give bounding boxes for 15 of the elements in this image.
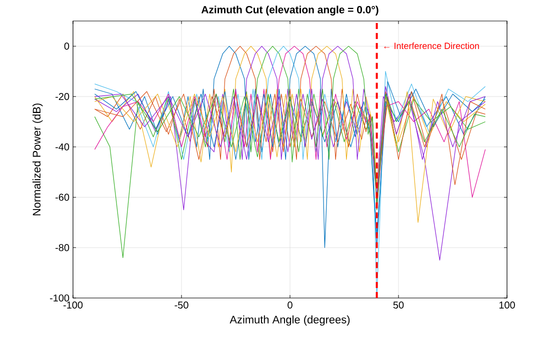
y-tick-label: -60: [56, 194, 70, 201]
y-axis-title: Normalized Power (dB): [32, 104, 43, 216]
y-tick-label: -40: [56, 143, 70, 150]
y-tick-label: 0: [64, 42, 70, 50]
y-tick-label: -80: [56, 244, 70, 252]
y-tick-label: -20: [56, 93, 70, 100]
x-tick-label: 100: [499, 302, 515, 309]
chart-title: Azimuth Cut (elevation angle = 0.0°): [201, 6, 378, 16]
x-tick-label: 50: [393, 302, 404, 309]
y-tick-label: -100: [50, 294, 70, 302]
ref-line-label: ← Interference Direction: [384, 42, 479, 50]
x-tick-label: -100: [63, 302, 83, 309]
x-tick-label: -50: [174, 302, 188, 309]
x-axis-title: Azimuth Angle (degrees): [230, 315, 350, 326]
x-tick-label: 0: [288, 302, 292, 309]
